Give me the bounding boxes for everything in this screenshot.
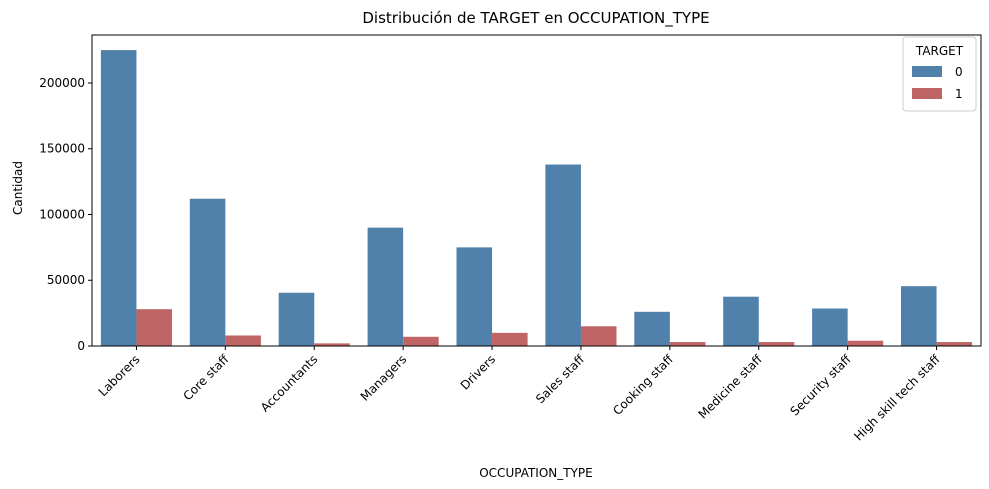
legend-title: TARGET xyxy=(915,44,964,58)
bar-series-1-3 xyxy=(403,336,439,346)
x-tick-label: Security staff xyxy=(788,352,855,419)
x-tick-label: Core staff xyxy=(180,352,232,404)
bar-series-0-9 xyxy=(900,286,937,346)
y-tick-label: 150000 xyxy=(39,142,85,156)
bar-series-0-5 xyxy=(545,164,581,346)
x-tick-label: Laborers xyxy=(96,352,143,399)
x-tick-label: Sales staff xyxy=(533,352,587,406)
bar-series-0-1 xyxy=(189,198,226,346)
bar-series-0-3 xyxy=(367,227,404,346)
x-tick-label: Drivers xyxy=(458,352,498,392)
x-axis-label: OCCUPATION_TYPE xyxy=(479,466,593,480)
bar-series-1-0 xyxy=(136,309,173,346)
bar-series-1-7 xyxy=(758,342,795,346)
bar-series-1-5 xyxy=(580,326,617,346)
legend-swatch-0 xyxy=(912,66,942,77)
bar-series-1-8 xyxy=(847,340,884,346)
y-axis-label: Cantidad xyxy=(11,161,25,215)
bar-series-0-8 xyxy=(812,308,848,346)
legend-label-0: 0 xyxy=(955,65,963,79)
axes-frame xyxy=(91,34,982,347)
bar-series-0-4 xyxy=(456,247,493,346)
x-tick-label: Cooking staff xyxy=(610,352,676,418)
bar-series-1-9 xyxy=(936,342,973,346)
chart-title: Distribución de TARGET en OCCUPATION_TYP… xyxy=(362,9,709,28)
bar-series-1-6 xyxy=(669,342,706,346)
bar-series-0-2 xyxy=(278,292,315,346)
x-tick-label: High skill tech staff xyxy=(851,352,943,444)
legend-label-1: 1 xyxy=(955,87,963,101)
y-tick-label: 200000 xyxy=(39,76,85,90)
x-tick-label: Medicine staff xyxy=(696,352,766,422)
x-tick-label: Managers xyxy=(358,352,410,404)
bar-series-1-1 xyxy=(225,335,261,346)
bar-series-1-2 xyxy=(314,343,350,346)
bar-series-0-6 xyxy=(634,311,670,346)
plot-area: 0 50000 100000 150000 200000 Laborers Core sta… xyxy=(39,34,982,444)
legend-swatch-1 xyxy=(912,88,942,99)
y-tick-label: 100000 xyxy=(39,207,85,221)
bar-series-0-7 xyxy=(723,296,759,346)
bar-series-1-4 xyxy=(492,332,528,346)
y-tick-label: 0 xyxy=(77,339,85,353)
x-tick-label: Accountants xyxy=(258,352,320,414)
y-tick-label: 50000 xyxy=(47,273,85,287)
legend: TARGET 0 1 xyxy=(902,36,977,112)
bar-series-0-0 xyxy=(100,50,137,347)
